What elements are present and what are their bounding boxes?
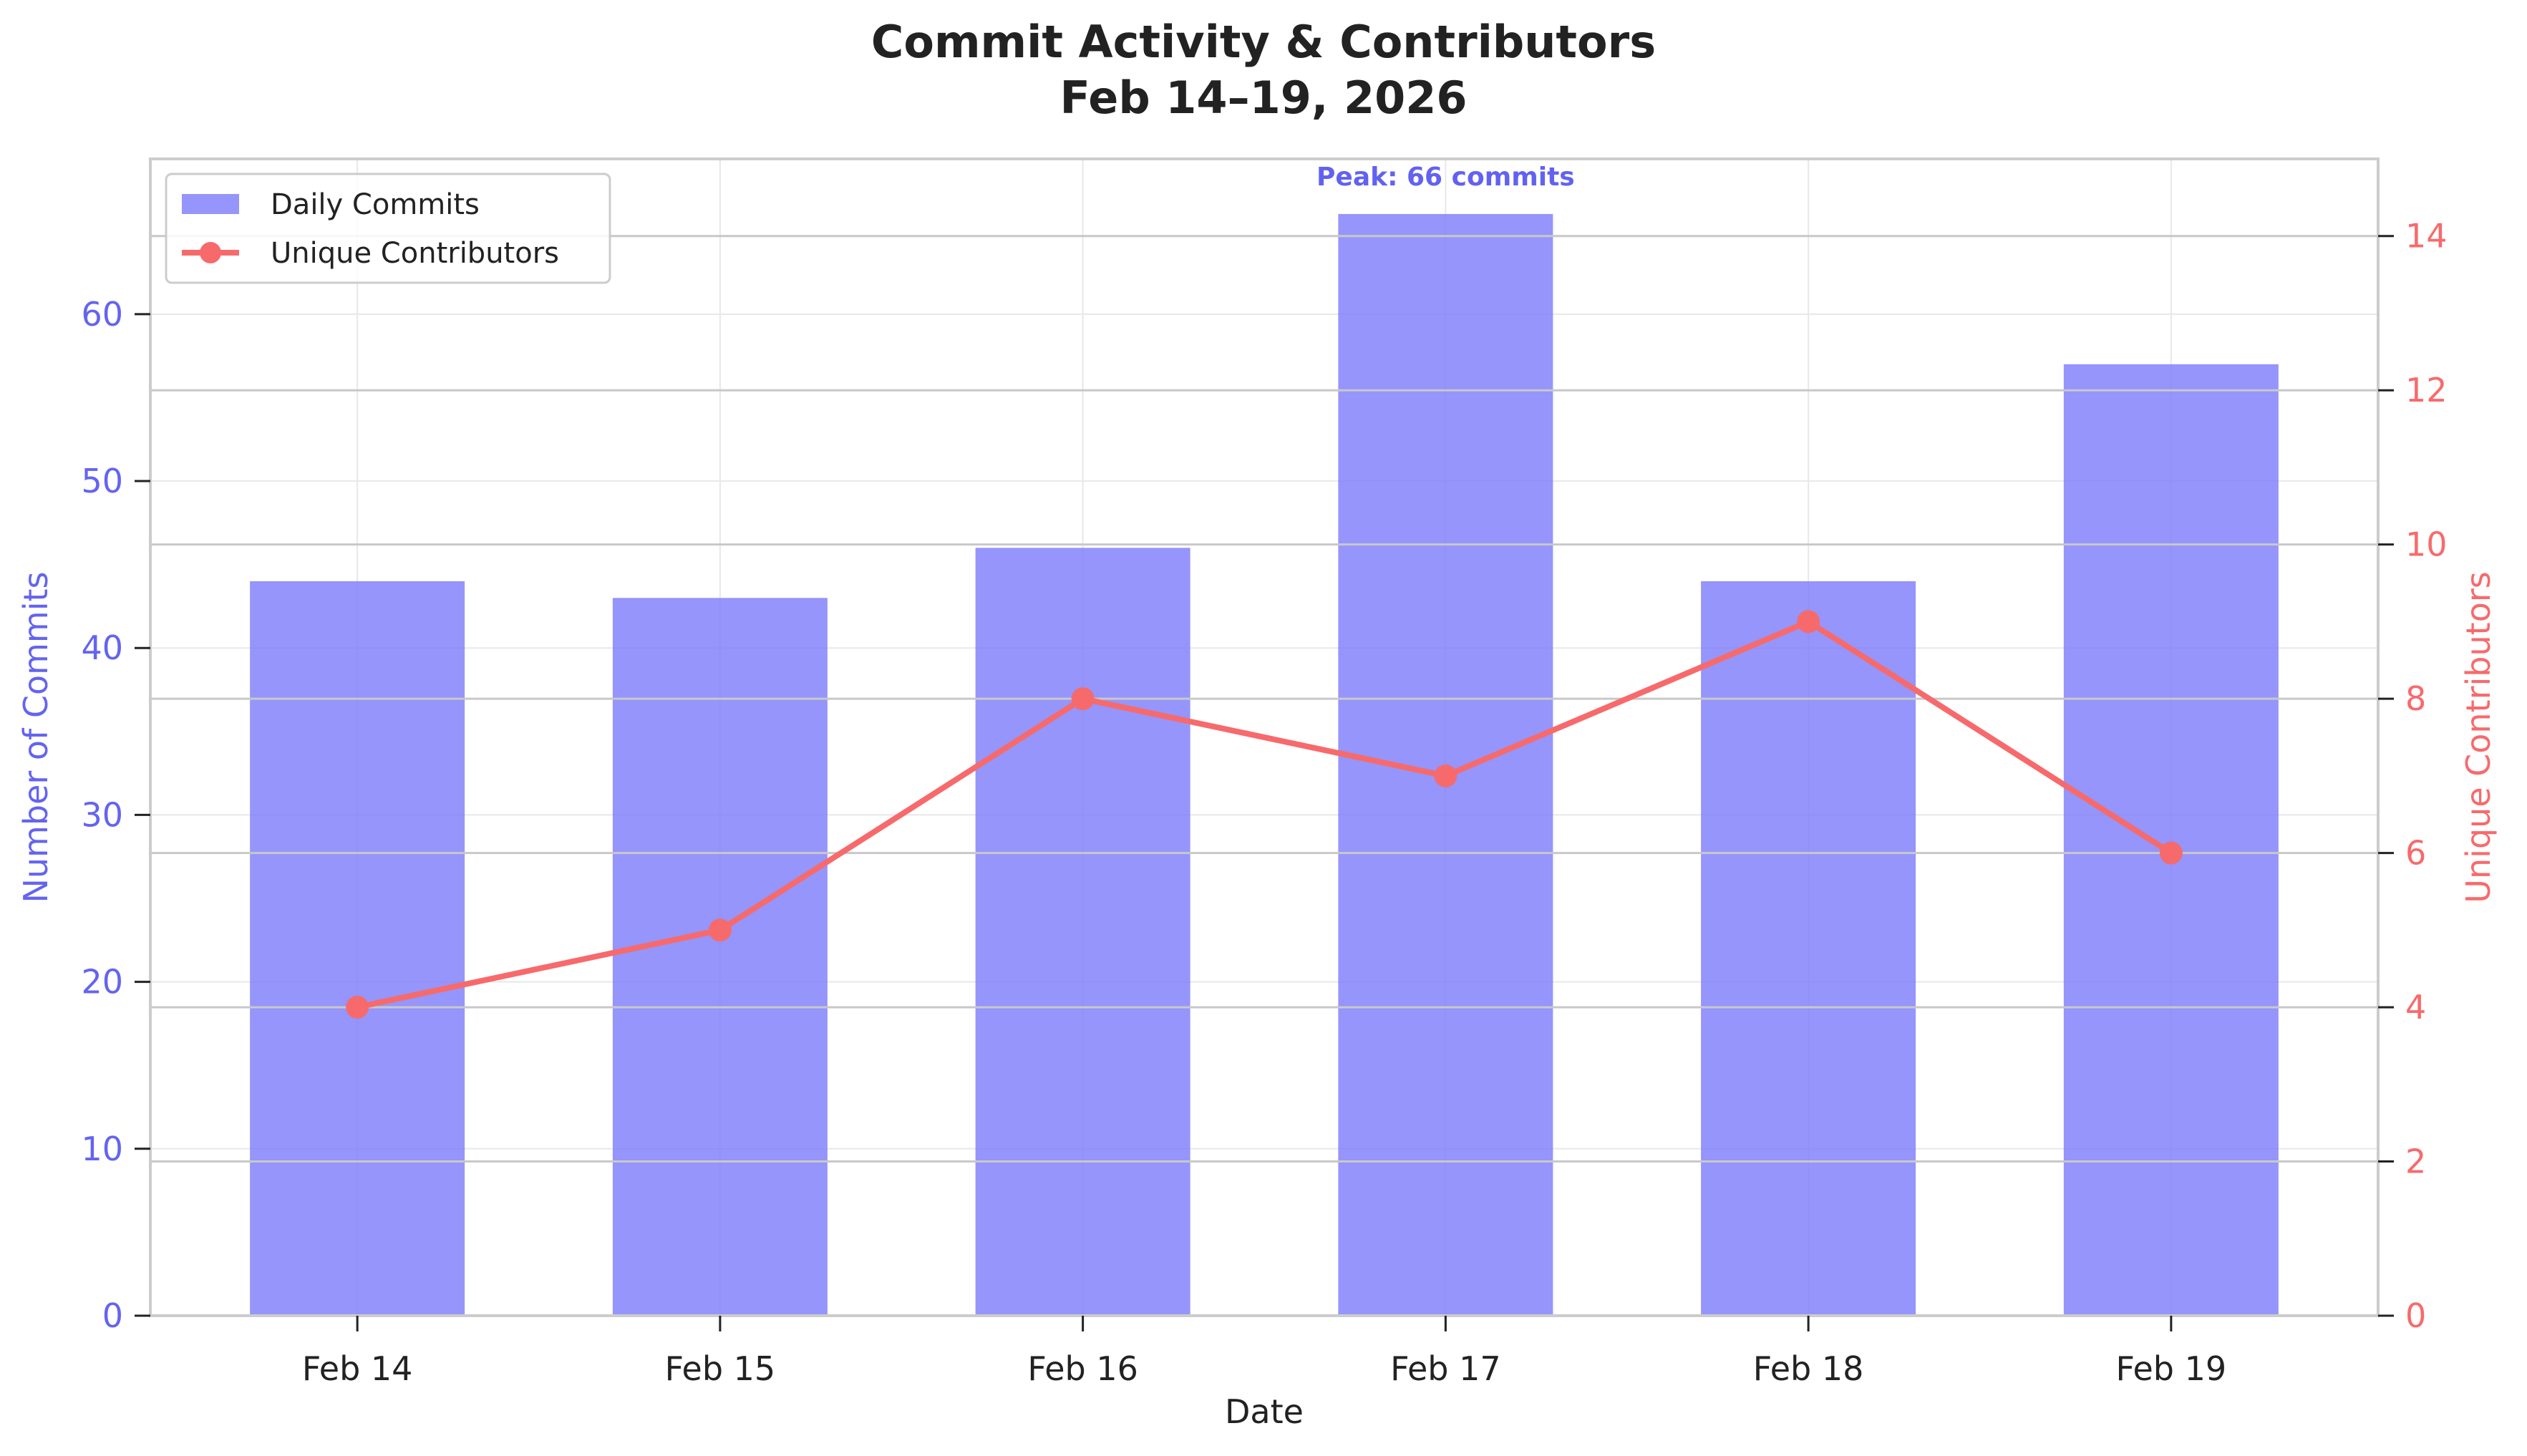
x-tick-label: Feb 15 <box>665 1349 776 1388</box>
x-tick-label: Feb 17 <box>1390 1349 1501 1388</box>
chart-title-line-2: Feb 14–19, 2026 <box>1059 72 1467 124</box>
peak-annotation: Peak: 66 commits <box>1316 162 1575 192</box>
point-unique-contributors <box>346 996 369 1019</box>
bar-daily-commits <box>1701 581 1916 1316</box>
legend-swatch-bar <box>182 194 239 214</box>
chart-title-line-1: Commit Activity & Contributors <box>871 16 1656 68</box>
axes: 0 10 20 30 40 50 60 0 2 4 6 8 10 12 14 Feb 14 Feb 15 Feb … <box>81 157 2448 1388</box>
x-tick-label: Feb 16 <box>1027 1349 1138 1388</box>
legend-swatch-marker <box>200 242 221 263</box>
point-unique-contributors <box>1071 687 1095 711</box>
y-tick-label: 40 <box>81 628 123 667</box>
y2-tick-label: 10 <box>2405 525 2448 564</box>
legend-label-unique-contributors: Unique Contributors <box>271 237 559 270</box>
y2-tick-label: 12 <box>2405 371 2448 409</box>
x-tick-label: Feb 14 <box>302 1349 413 1388</box>
point-unique-contributors <box>708 918 732 942</box>
point-unique-contributors <box>1797 610 1820 634</box>
line-unique-contributors <box>354 618 2174 1011</box>
point-unique-contributors <box>2159 841 2183 865</box>
plot-frame <box>149 157 2380 1317</box>
right-y-axis-label: Unique Contributors <box>2459 571 2498 903</box>
legend-label-daily-commits: Daily Commits <box>271 188 480 221</box>
y-tick-label: 50 <box>81 462 123 500</box>
y2-tick-label: 8 <box>2405 679 2426 718</box>
x-axis-label: Date <box>1225 1392 1304 1431</box>
x-tick-label: Feb 19 <box>2116 1349 2227 1388</box>
legend-box <box>165 173 611 284</box>
line-series <box>346 610 2183 1019</box>
y-tick-label: 20 <box>81 963 123 1001</box>
bar-daily-commits <box>612 598 828 1316</box>
point-unique-contributors <box>1434 764 1457 787</box>
y-tick-label: 10 <box>81 1130 123 1168</box>
left-y-axis-label: Number of Commits <box>16 571 55 903</box>
y2-tick-label: 14 <box>2405 217 2448 256</box>
chart-legend: Daily Commits Unique Contributors <box>165 173 611 284</box>
bar-series <box>250 213 2279 1316</box>
y2-tick-label: 6 <box>2405 834 2426 873</box>
bar-daily-commits <box>250 581 465 1316</box>
y2-tick-label: 4 <box>2405 988 2426 1027</box>
bar-daily-commits <box>975 548 1190 1316</box>
y-tick-label: 0 <box>102 1296 123 1335</box>
y2-tick-label: 0 <box>2405 1296 2426 1335</box>
bar-daily-commits <box>2063 364 2279 1316</box>
x-tick-label: Feb 18 <box>1753 1349 1864 1388</box>
y-tick-label: 30 <box>81 795 123 834</box>
y-tick-label: 60 <box>81 295 123 334</box>
y2-tick-label: 2 <box>2405 1142 2426 1181</box>
